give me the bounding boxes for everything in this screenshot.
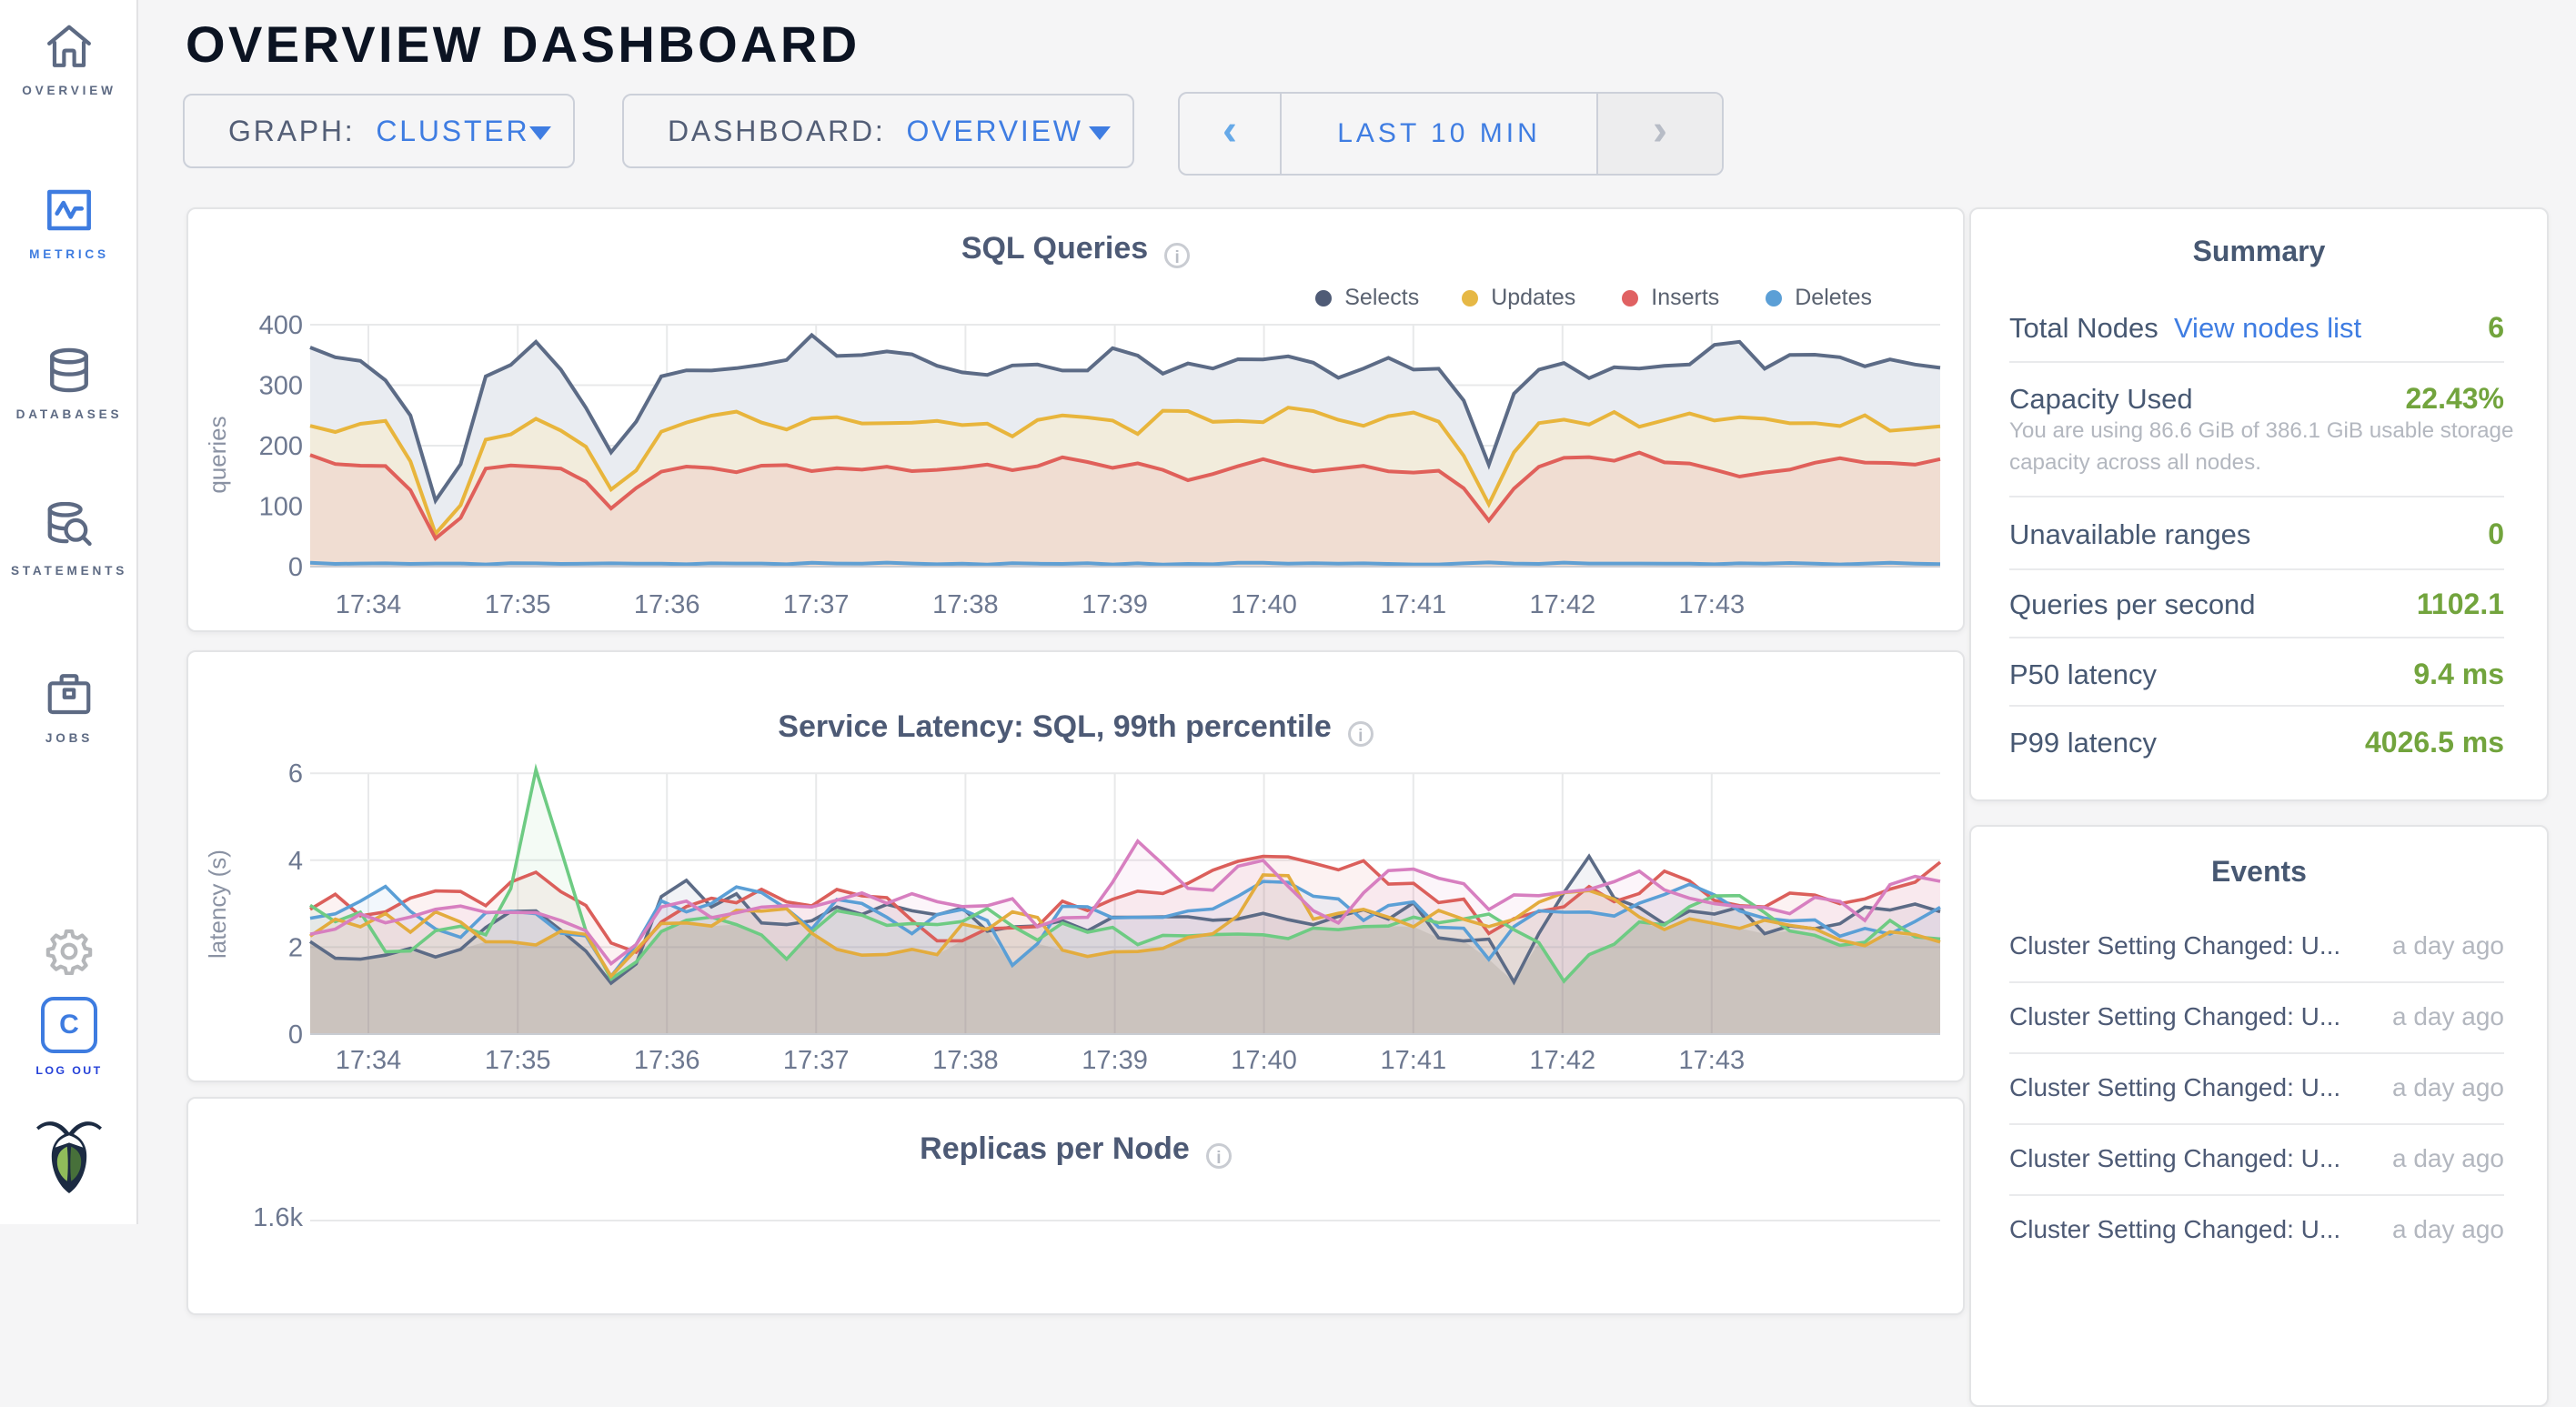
- svg-text:17:34: 17:34: [336, 590, 402, 619]
- svg-text:4: 4: [288, 847, 303, 876]
- svg-text:queries: queries: [204, 416, 231, 493]
- svg-text:400: 400: [259, 311, 303, 340]
- svg-text:17:42: 17:42: [1530, 590, 1596, 619]
- svg-text:17:37: 17:37: [783, 1046, 850, 1075]
- svg-text:17:36: 17:36: [634, 1046, 700, 1075]
- svg-text:17:37: 17:37: [783, 590, 850, 619]
- svg-text:17:41: 17:41: [1381, 1046, 1447, 1075]
- svg-text:100: 100: [259, 493, 303, 522]
- svg-text:17:35: 17:35: [485, 1046, 551, 1075]
- svg-text:17:39: 17:39: [1082, 590, 1148, 619]
- svg-text:17:38: 17:38: [932, 590, 999, 619]
- svg-text:300: 300: [259, 372, 303, 401]
- svg-text:17:36: 17:36: [634, 590, 700, 619]
- svg-text:17:34: 17:34: [336, 1046, 402, 1075]
- svg-text:17:40: 17:40: [1231, 590, 1297, 619]
- svg-text:17:43: 17:43: [1679, 590, 1746, 619]
- svg-text:latency (s): latency (s): [204, 849, 231, 959]
- svg-text:200: 200: [259, 432, 303, 461]
- svg-text:17:43: 17:43: [1679, 1046, 1746, 1075]
- svg-text:0: 0: [288, 553, 303, 582]
- svg-text:17:35: 17:35: [485, 590, 551, 619]
- svg-text:17:38: 17:38: [932, 1046, 999, 1075]
- svg-text:17:41: 17:41: [1381, 590, 1447, 619]
- svg-text:0: 0: [288, 1020, 303, 1050]
- svg-text:2: 2: [288, 933, 303, 962]
- svg-text:17:40: 17:40: [1231, 1046, 1297, 1075]
- svg-text:17:42: 17:42: [1530, 1046, 1596, 1075]
- svg-text:17:39: 17:39: [1082, 1046, 1148, 1075]
- svg-text:6: 6: [288, 759, 303, 789]
